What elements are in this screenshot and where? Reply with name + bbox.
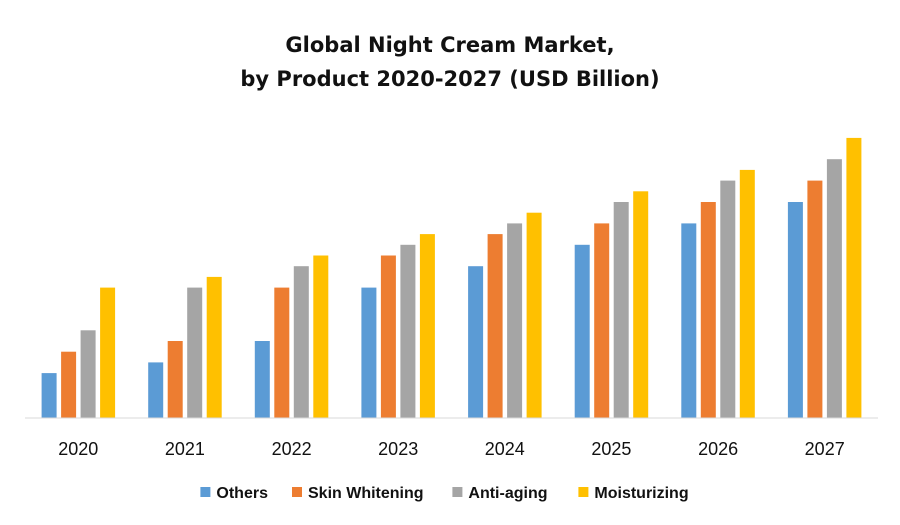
legend-label-others: Others xyxy=(216,485,268,502)
bar-anti-aging-2022 xyxy=(293,266,309,418)
chart-title-line-2: by Product 2020-2027 (USD Billion) xyxy=(240,67,660,91)
bar-skin-whitening-2024 xyxy=(487,234,503,418)
x-tick-label: 2022 xyxy=(272,439,312,459)
bar-skin-whitening-2022 xyxy=(274,287,290,418)
bar-anti-aging-2023 xyxy=(400,244,416,418)
bar-anti-aging-2027 xyxy=(826,159,842,418)
x-tick-label: 2021 xyxy=(165,439,205,459)
legend-swatch-others xyxy=(200,487,211,497)
x-tick-label: 2027 xyxy=(805,439,845,459)
legend-label-moisturizing: Moisturizing xyxy=(594,485,688,502)
bar-moisturizing-2020 xyxy=(100,287,116,418)
x-tick-label: 2025 xyxy=(591,439,631,459)
bar-others-2027 xyxy=(787,202,803,418)
bar-others-2022 xyxy=(254,341,270,418)
bar-moisturizing-2026 xyxy=(739,169,755,418)
bar-others-2020 xyxy=(41,373,57,418)
chart-title: Global Night Cream Market, by Product 20… xyxy=(0,28,900,96)
x-tick-label: 2026 xyxy=(698,439,738,459)
x-tick-label: 2023 xyxy=(378,439,418,459)
bar-others-2023 xyxy=(361,287,377,418)
bar-moisturizing-2025 xyxy=(633,191,649,418)
legend-swatch-moisturizing xyxy=(578,487,589,497)
bar-anti-aging-2025 xyxy=(613,202,629,418)
bar-others-2025 xyxy=(574,244,590,418)
bar-moisturizing-2023 xyxy=(419,234,435,418)
bar-others-2026 xyxy=(681,223,697,418)
bar-moisturizing-2021 xyxy=(206,276,222,418)
bar-skin-whitening-2026 xyxy=(700,202,716,418)
bar-anti-aging-2021 xyxy=(187,287,203,418)
bar-skin-whitening-2021 xyxy=(167,341,183,418)
x-tick-label: 2020 xyxy=(58,439,98,459)
legend-label-skin-whitening: Skin Whitening xyxy=(308,485,424,502)
bar-moisturizing-2022 xyxy=(313,255,329,418)
bar-moisturizing-2027 xyxy=(846,137,862,418)
bar-moisturizing-2024 xyxy=(526,212,542,418)
bar-skin-whitening-2027 xyxy=(807,180,823,418)
bar-anti-aging-2024 xyxy=(507,223,523,418)
bar-skin-whitening-2025 xyxy=(594,223,610,418)
bar-skin-whitening-2020 xyxy=(61,351,77,418)
bar-anti-aging-2020 xyxy=(80,330,96,418)
bar-others-2021 xyxy=(148,362,164,418)
bar-anti-aging-2026 xyxy=(720,180,736,418)
bar-skin-whitening-2023 xyxy=(380,255,396,418)
x-tick-label: 2024 xyxy=(485,439,525,459)
bar-others-2024 xyxy=(468,266,484,418)
legend-label-anti-aging: Anti-aging xyxy=(468,485,547,502)
legend-swatch-skin-whitening xyxy=(292,487,302,497)
chart-title-line-1: Global Night Cream Market, xyxy=(285,33,615,57)
legend-swatch-anti-aging xyxy=(452,487,463,497)
